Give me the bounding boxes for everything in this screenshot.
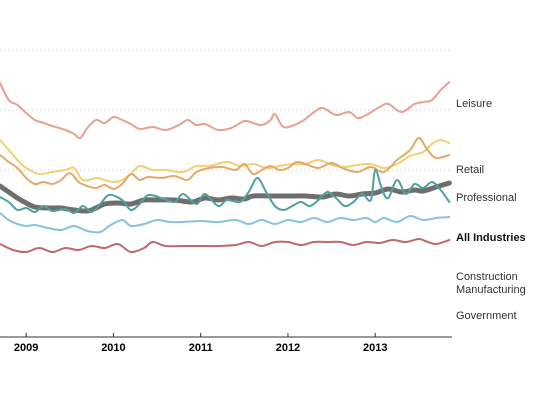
label-retail: Retail [456, 164, 484, 176]
line-government [0, 238, 451, 254]
label-manufacturing: Manufacturing [456, 284, 526, 296]
label-all-industries: All Industries [456, 232, 526, 244]
tick-label-2012: 2012 [276, 342, 300, 354]
tick-label-2013: 2013 [363, 342, 387, 354]
gridlines [0, 49, 452, 171]
series-lines [0, 81, 452, 254]
line-leisure [0, 81, 451, 140]
label-leisure: Leisure [456, 98, 492, 110]
line-retail [0, 139, 451, 183]
tick-label-2009: 2009 [14, 342, 38, 354]
label-construction: Construction [456, 271, 518, 283]
label-government: Government [456, 310, 517, 322]
label-professional: Professional [456, 192, 517, 204]
line-professional [0, 137, 451, 190]
line-manufacturing [0, 212, 451, 234]
tick-label-2010: 2010 [101, 342, 125, 354]
x-axis-ticks: 2009 2010 2011 2012 2013 [14, 333, 387, 354]
line-construction [0, 168, 451, 215]
tick-label-2011: 2011 [189, 342, 213, 354]
